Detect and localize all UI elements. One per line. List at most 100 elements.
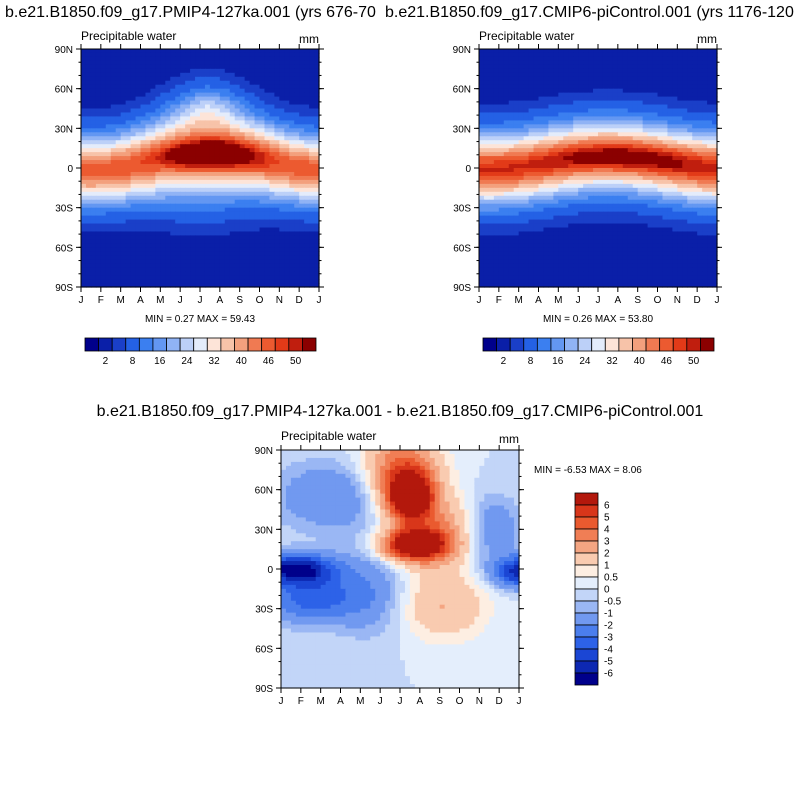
panel-pmip-cell (240, 116, 246, 121)
panel-pmip-cell (230, 168, 236, 173)
panel-picontrol-cell (603, 105, 609, 110)
panel-pmip-cell (136, 140, 142, 145)
panel-pmip-cell (255, 97, 261, 102)
panel-picontrol-cell (543, 184, 549, 189)
panel-pmip-cell (284, 73, 290, 78)
panel-picontrol-cell (613, 65, 619, 70)
panel-picontrol-cell (543, 212, 549, 217)
panel-pmip-cell (264, 112, 270, 117)
panel-pmip-cell (284, 128, 290, 133)
panel-pmip-cell (141, 275, 147, 280)
panel-pmip-cell (160, 196, 166, 201)
panel-pmip-cell (215, 124, 221, 129)
panel-picontrol-cell (643, 93, 649, 98)
panel-picontrol-cell (593, 61, 599, 66)
panel-picontrol-cell (677, 85, 683, 90)
panel-pmip-cell (155, 49, 161, 54)
panel-pmip-cell (121, 160, 127, 165)
panel-picontrol-contour-field (479, 49, 718, 288)
panel-picontrol-cell (534, 77, 540, 82)
panel-pmip-cell (269, 164, 275, 169)
panel-pmip-cell (106, 69, 112, 74)
panel-pmip-cell (200, 120, 206, 125)
panel-pmip-cell (121, 101, 127, 106)
panel-picontrol-cell (499, 132, 505, 137)
panel-picontrol-cell (514, 160, 520, 165)
panel-picontrol-cell (578, 93, 584, 98)
panel-picontrol-cell (563, 188, 569, 193)
panel-pmip-cell (155, 77, 161, 82)
panel-pmip-cell (150, 235, 156, 240)
panel-picontrol-cell (553, 196, 559, 201)
panel-pmip-cell (111, 239, 117, 244)
panel-pmip-cell (225, 97, 231, 102)
panel-picontrol-cell (638, 152, 644, 157)
panel-picontrol-cell (514, 65, 520, 70)
panel-picontrol-cell (553, 57, 559, 62)
panel-pmip-cell (131, 267, 137, 272)
panel-picontrol-cell (638, 120, 644, 125)
panel-picontrol-cell (613, 101, 619, 106)
panel-pmip-colorbar-swatch (139, 338, 153, 351)
panel-picontrol-cell (499, 168, 505, 173)
panel-pmip-cell (260, 204, 266, 209)
panel-pmip-cell (101, 120, 107, 125)
panel-pmip-cell (250, 192, 256, 197)
panel-pmip-cell (190, 263, 196, 268)
panel-pmip-cell (294, 243, 300, 248)
panel-picontrol-cell (563, 101, 569, 106)
panel-pmip-cell (131, 255, 137, 260)
panel-picontrol-cell (633, 128, 639, 133)
panel-pmip-cell (91, 172, 97, 177)
panel-pmip-cell (269, 180, 275, 185)
panel-picontrol-cell (707, 168, 713, 173)
panel-pmip-cell (284, 105, 290, 110)
panel-picontrol-cell (534, 93, 540, 98)
panel-picontrol-cell (593, 188, 599, 193)
panel-picontrol-cell (653, 65, 659, 70)
panel-pmip-cell (205, 93, 211, 98)
panel-pmip-cell (225, 93, 231, 98)
panel-picontrol-cell (543, 109, 549, 114)
panel-pmip-cell (289, 120, 295, 125)
panel-picontrol-cell (667, 200, 673, 205)
panel-pmip-cell (210, 101, 216, 106)
panel-picontrol-cell (573, 168, 579, 173)
panel-pmip-cell (126, 164, 132, 169)
panel-pmip-y-tick-label: 60N (55, 85, 73, 96)
panel-picontrol-cell (672, 128, 678, 133)
panel-pmip-cell (96, 176, 102, 181)
panel-pmip-cell (200, 49, 206, 54)
panel-pmip-cell (279, 85, 285, 90)
panel-pmip-cell (200, 168, 206, 173)
panel-pmip-cell (269, 208, 275, 213)
panel-pmip-cell (190, 228, 196, 233)
panel-picontrol-cell (633, 188, 639, 193)
panel-picontrol-cell (648, 180, 654, 185)
panel-pmip-cell (131, 239, 137, 244)
panel-picontrol-cell (658, 112, 664, 117)
panel-picontrol-cell (603, 120, 609, 125)
panel-picontrol-cell (672, 89, 678, 94)
panel-pmip-cell (274, 267, 280, 272)
panel-picontrol-cell (529, 168, 535, 173)
panel-pmip-cell (260, 109, 266, 114)
panel-picontrol-cell (524, 109, 530, 114)
panel-pmip-cell (240, 89, 246, 94)
panel-picontrol-cell (687, 176, 693, 181)
panel-pmip-cell (141, 136, 147, 141)
panel-picontrol-cell (529, 152, 535, 157)
panel-picontrol-cell (539, 132, 545, 137)
panel-pmip-cell (175, 152, 181, 157)
panel-pmip-cell (205, 128, 211, 133)
panel-pmip-cell (101, 61, 107, 66)
panel-picontrol-cell (484, 176, 490, 181)
panel-picontrol-cell (519, 168, 525, 173)
panel-pmip-cell (136, 132, 142, 137)
panel-picontrol-cell (494, 97, 500, 102)
panel-picontrol-cell (573, 49, 579, 54)
panel-pmip-cell (240, 69, 246, 74)
panel-pmip-cell (111, 172, 117, 177)
panel-pmip-cell (185, 259, 191, 264)
panel-pmip-cell (264, 176, 270, 181)
